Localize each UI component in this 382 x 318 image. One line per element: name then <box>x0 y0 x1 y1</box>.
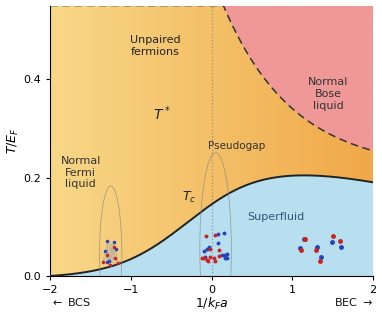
Text: $T_c$: $T_c$ <box>182 190 196 205</box>
Text: Unpaired
fermions: Unpaired fermions <box>130 35 180 57</box>
Text: Pseudogap: Pseudogap <box>207 141 265 151</box>
Text: Normal
Fermi
liquid: Normal Fermi liquid <box>61 156 101 189</box>
Text: $\leftarrow$ BCS: $\leftarrow$ BCS <box>50 296 91 308</box>
Text: $T^*$: $T^*$ <box>153 104 170 123</box>
Text: Superfluid: Superfluid <box>248 212 305 222</box>
Text: BEC $\rightarrow$: BEC $\rightarrow$ <box>334 296 373 308</box>
Text: Normal
Bose
liquid: Normal Bose liquid <box>308 78 349 111</box>
Y-axis label: $T/E_F$: $T/E_F$ <box>6 127 21 154</box>
X-axis label: $1/k_F a$: $1/k_F a$ <box>195 296 228 313</box>
